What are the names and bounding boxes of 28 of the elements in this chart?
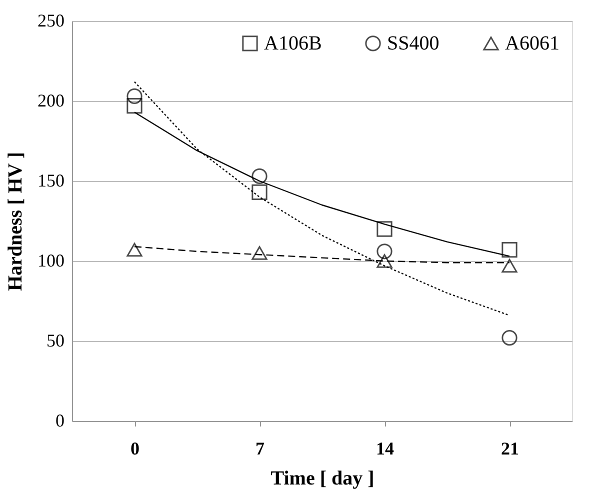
point	[252, 246, 268, 260]
y-tick-label: 50	[46, 330, 64, 350]
y-tick-label: 0	[56, 410, 64, 430]
x-tick-label: 14	[376, 438, 394, 458]
point	[126, 88, 142, 104]
y-tick-label: 150	[38, 170, 64, 190]
y-tick-label: 200	[38, 90, 64, 110]
line-series	[134, 81, 510, 316]
legend-label: A6061	[505, 32, 560, 54]
point	[502, 242, 518, 258]
x-tick-label: 21	[501, 438, 519, 458]
legend-label: SS400	[387, 32, 440, 54]
x-tick-label: 0	[130, 438, 140, 458]
point	[502, 330, 518, 346]
point	[252, 184, 268, 200]
x-tick-label: 7	[256, 438, 264, 458]
point	[376, 244, 392, 260]
point	[502, 258, 518, 273]
y-tick-label: 250	[38, 10, 64, 30]
y-axis-title: Hardness [ HV ]	[4, 152, 26, 292]
point	[126, 242, 142, 257]
point	[252, 168, 268, 184]
point	[376, 221, 392, 237]
legend-label: A106B	[264, 32, 322, 54]
x-axis-title: Time [ day ]	[270, 468, 374, 489]
y-tick-label: 100	[38, 250, 64, 270]
point	[126, 98, 142, 114]
point	[376, 254, 392, 268]
